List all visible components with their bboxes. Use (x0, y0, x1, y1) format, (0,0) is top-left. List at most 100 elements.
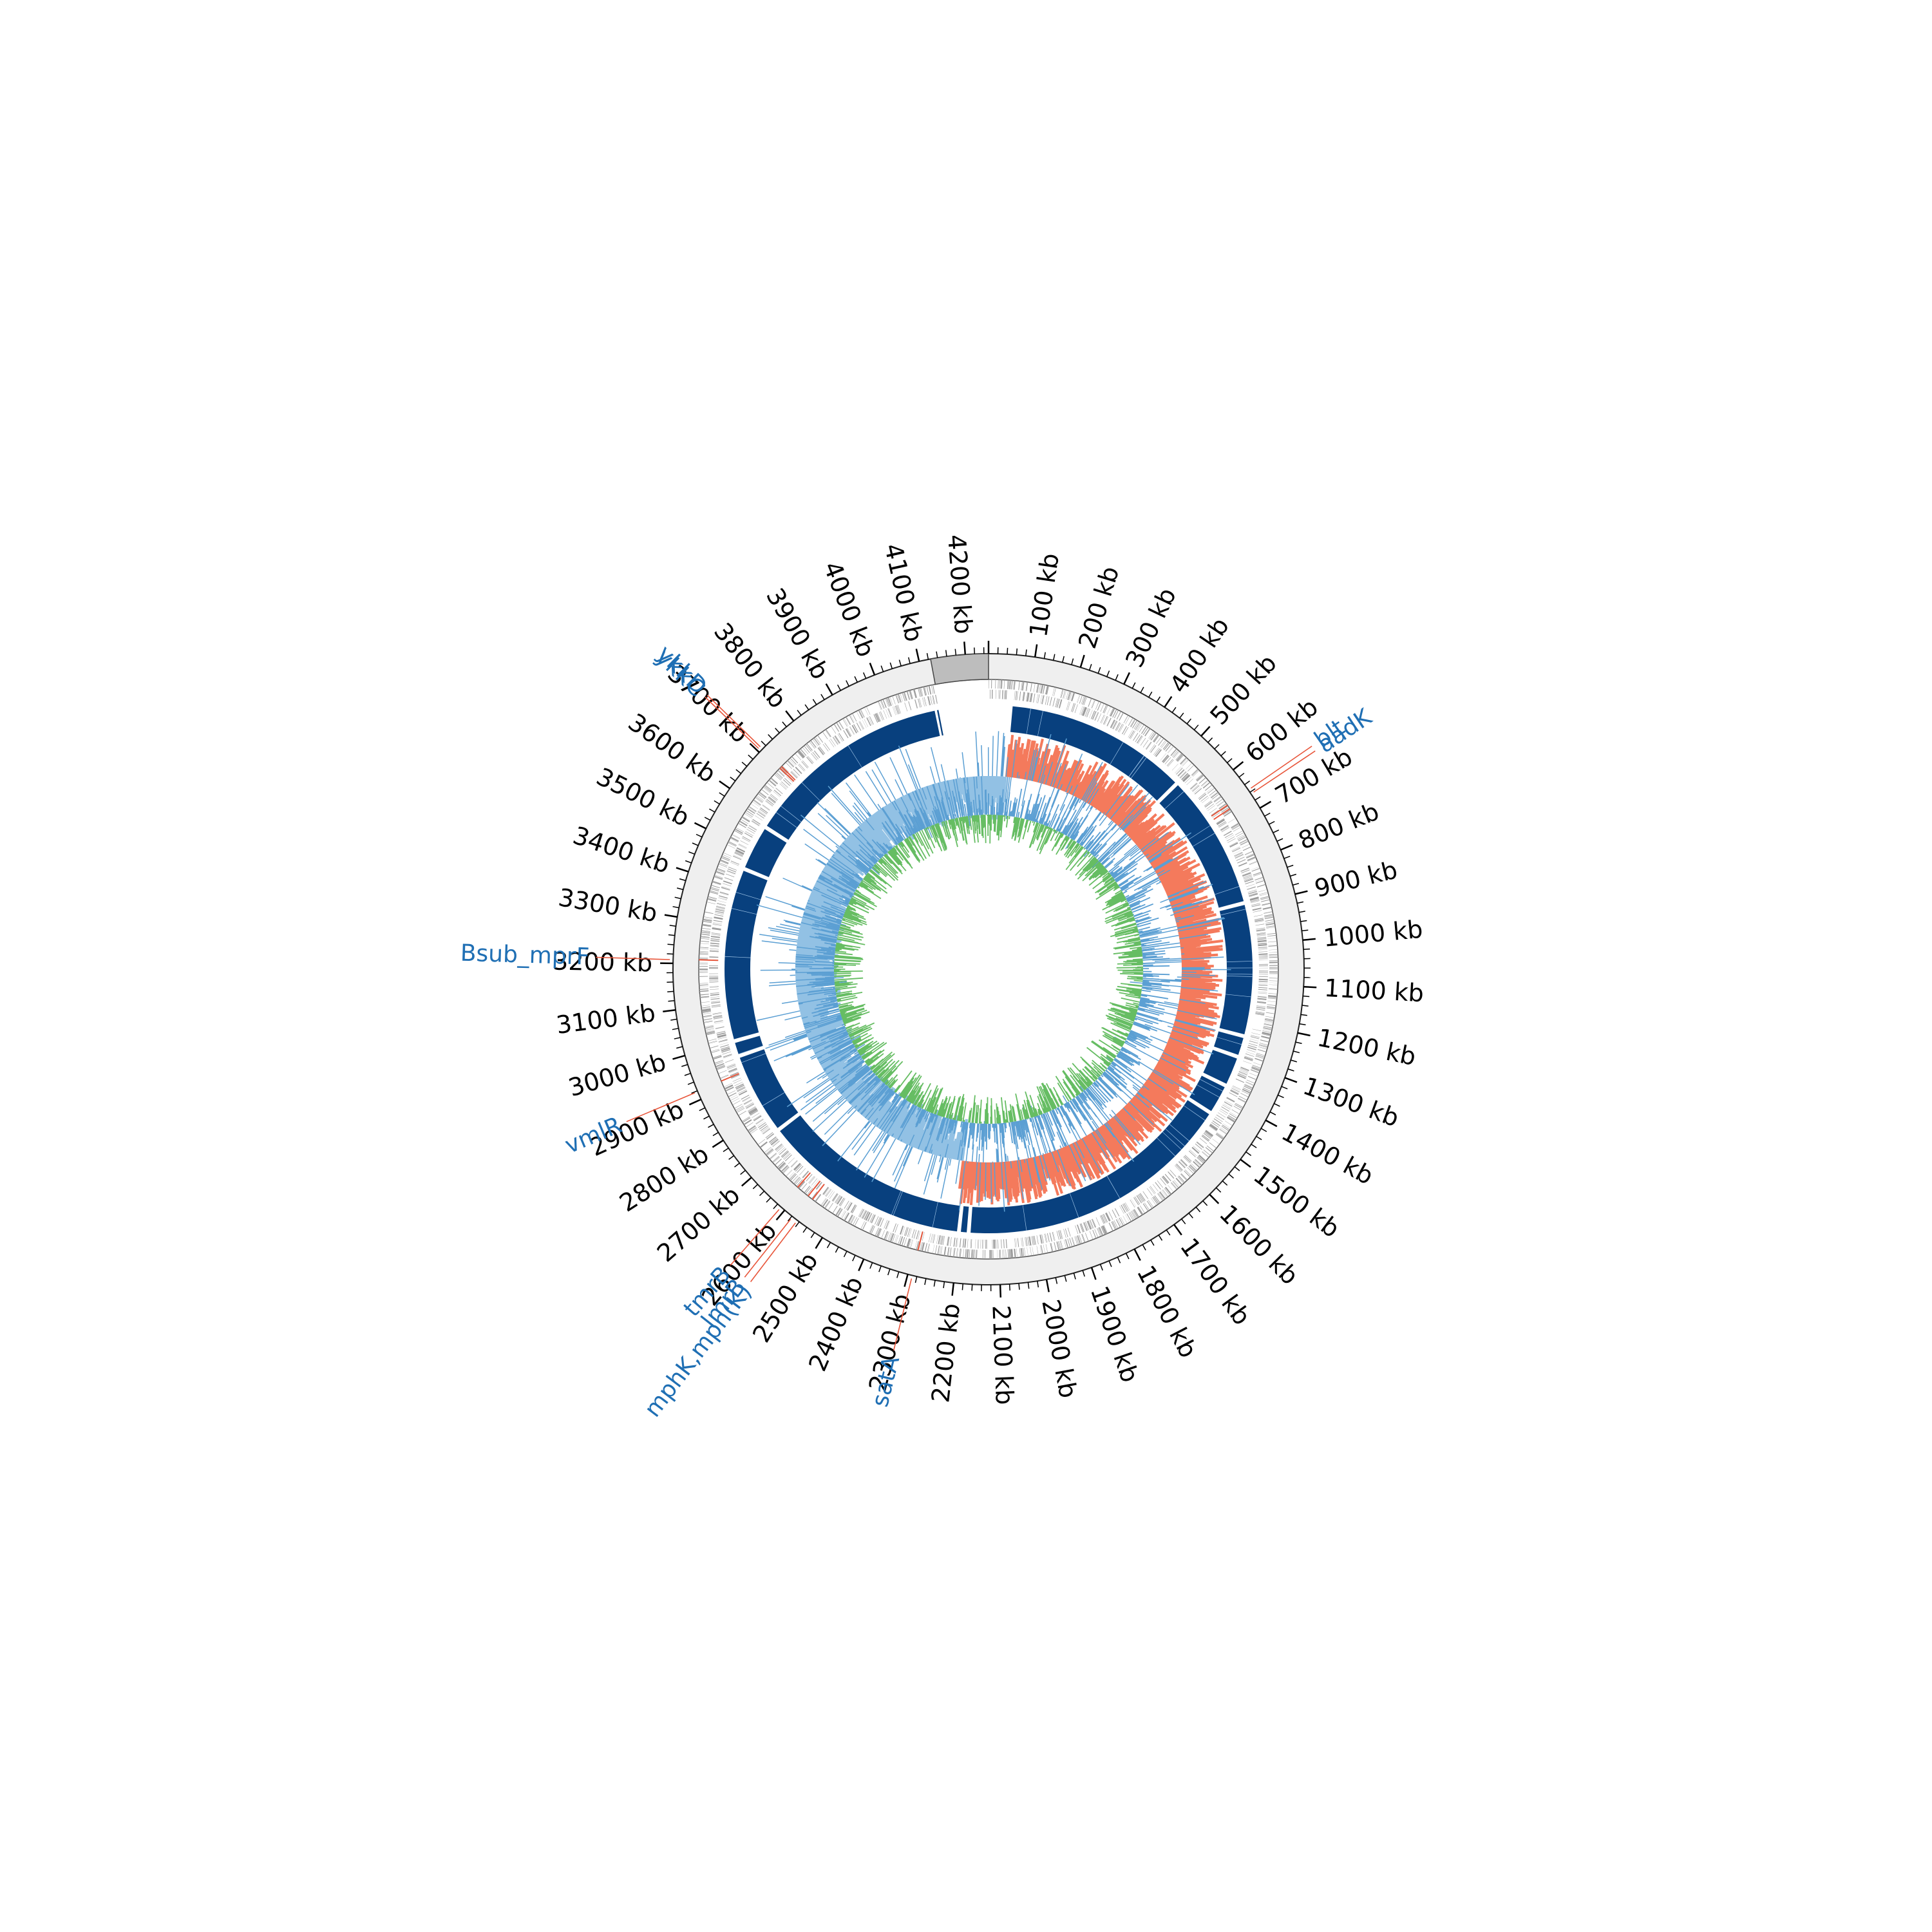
major-tick (1297, 1032, 1311, 1037)
tick-label: 1200 kb (1315, 1023, 1419, 1071)
tick-label: 500 kb (1204, 649, 1282, 730)
contig-segment (724, 871, 768, 1039)
major-tick (785, 710, 795, 722)
major-tick (1294, 890, 1308, 895)
gene-leader-line (1253, 750, 1316, 793)
minor-tick (687, 1081, 694, 1085)
contig-boundary (1225, 994, 1251, 998)
minor-tick (1255, 796, 1261, 801)
minor-tick (677, 887, 683, 891)
minor-tick (1303, 995, 1310, 998)
major-tick (1209, 1193, 1220, 1204)
minor-tick (1171, 706, 1177, 713)
major-tick (1090, 1267, 1097, 1280)
contig-boundary (732, 908, 757, 914)
contig-boundary (1220, 909, 1246, 916)
contig-boundary (741, 1053, 766, 1063)
minor-tick (826, 1242, 831, 1249)
scale-ticks (660, 641, 1317, 1298)
tick-label: 3300 kb (556, 883, 659, 927)
minor-tick (1025, 649, 1027, 656)
major-tick (775, 1209, 786, 1221)
resistance-gene-marker (811, 1184, 825, 1200)
minor-tick (1097, 667, 1101, 674)
minor-tick (1117, 1256, 1121, 1264)
minor-tick (898, 659, 902, 667)
minor-tick (837, 684, 841, 691)
tick-label: 300 kb (1120, 583, 1182, 672)
minor-tick (674, 1037, 681, 1039)
minor-tick (773, 1204, 779, 1209)
minor-tick (1108, 1260, 1112, 1267)
minor-tick (1293, 882, 1300, 886)
minor-tick (1227, 758, 1233, 763)
gc-skew-track (756, 731, 1231, 1212)
gc-skew-spikes (756, 731, 1231, 1212)
minor-tick (943, 1282, 945, 1289)
minor-tick (887, 1269, 891, 1276)
minor-tick (768, 734, 773, 740)
minor-tick (1302, 929, 1309, 932)
contig-boundary (1037, 710, 1043, 736)
contig-segment (971, 1100, 1209, 1234)
minor-tick (723, 1148, 729, 1152)
minor-tick (730, 776, 736, 782)
contig-boundary (1110, 742, 1124, 764)
minor-tick (1082, 1270, 1085, 1277)
minor-tick (712, 1132, 719, 1137)
minor-tick (1202, 1200, 1208, 1206)
minor-tick (1142, 1244, 1146, 1251)
resistance-gene-marker (781, 766, 796, 781)
contig-segment (1189, 1075, 1225, 1112)
major-tick (1123, 672, 1131, 685)
minor-tick (1302, 1005, 1309, 1007)
minor-tick (688, 851, 695, 855)
minor-tick (674, 896, 681, 900)
major-tick (999, 1284, 1002, 1298)
resistance-gene-marker (699, 959, 719, 961)
minor-tick (1300, 1014, 1307, 1016)
major-tick (1259, 800, 1272, 809)
minor-tick (1148, 691, 1153, 698)
major-tick (951, 1282, 955, 1296)
minor-tick (1071, 658, 1074, 665)
contig-boundary (1022, 1205, 1027, 1231)
minor-tick (1106, 670, 1110, 677)
minor-tick (1238, 773, 1245, 778)
contig-boundary (738, 1045, 763, 1055)
major-tick (1173, 1224, 1182, 1236)
contig-boundary (776, 812, 797, 828)
gene-label: Bsub_mprF (460, 940, 590, 971)
contig-boundary (1164, 791, 1184, 810)
minor-tick (914, 1276, 918, 1283)
major-tick (825, 683, 833, 696)
minor-tick (1064, 1275, 1067, 1282)
minor-tick (1281, 1086, 1288, 1090)
minor-tick (714, 800, 720, 805)
tick-label: 1000 kb (1322, 915, 1424, 952)
minor-tick (1256, 1135, 1262, 1141)
minor-tick (1193, 724, 1199, 730)
minor-tick (1195, 1206, 1201, 1213)
contig-boundary (1227, 967, 1253, 969)
resistance-gene-marker (917, 1231, 923, 1251)
minor-tick (1245, 1151, 1252, 1157)
major-tick (694, 822, 706, 829)
contig-segment (1203, 1050, 1237, 1084)
major-tick (1164, 696, 1173, 708)
gc-content-above (806, 788, 1171, 1151)
major-tick (1133, 1248, 1141, 1261)
contig-boundary (1197, 1084, 1220, 1098)
contig-boundary (1165, 1128, 1185, 1146)
minor-tick (1166, 1229, 1171, 1236)
major-tick (904, 1274, 909, 1287)
major-tick (1265, 1119, 1278, 1128)
minor-tick (1244, 780, 1251, 786)
major-tick (1240, 1159, 1251, 1168)
minor-tick (933, 1280, 936, 1287)
minor-tick (1222, 1180, 1228, 1186)
contig-boundary (848, 745, 862, 768)
tick-label: 100 kb (1024, 551, 1065, 639)
major-tick (719, 780, 731, 790)
minor-tick (1249, 788, 1256, 793)
